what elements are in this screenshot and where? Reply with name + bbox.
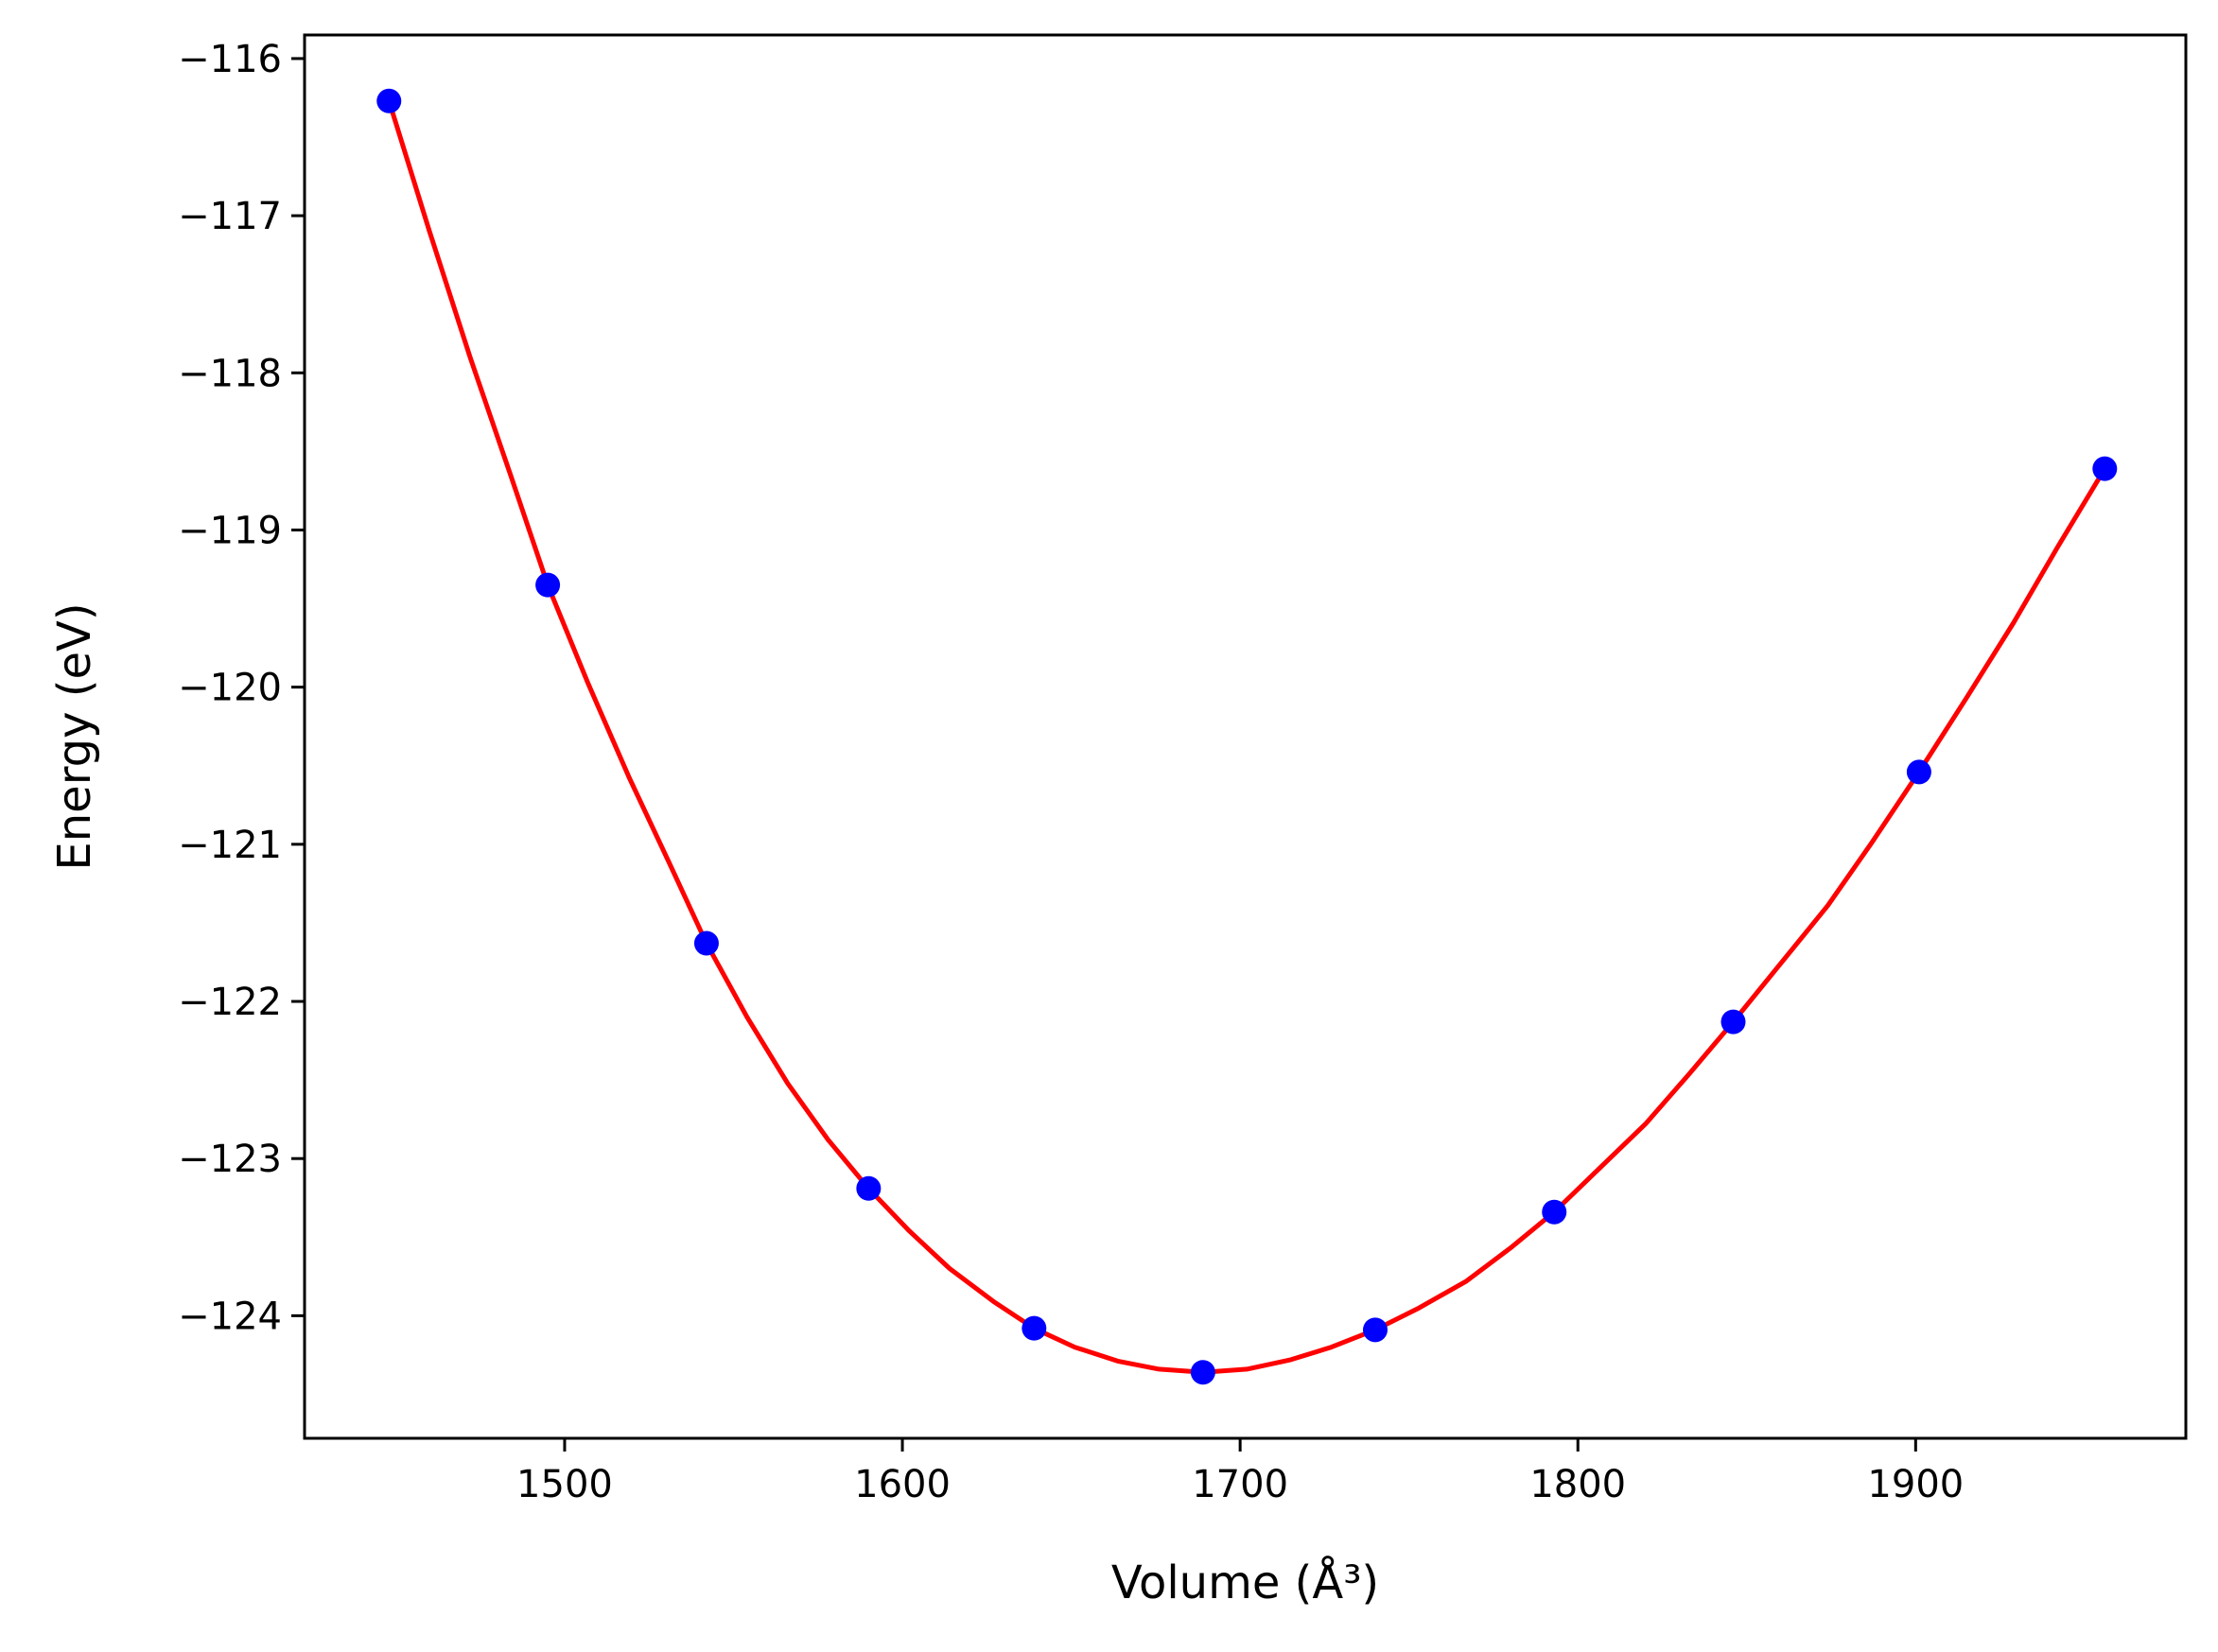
x-tick-label: 1900 [1867,1463,1964,1506]
data-point [1190,1360,1215,1385]
y-tick-label: −121 [178,824,282,867]
y-tick-label: −117 [178,195,282,238]
x-tick-label: 1800 [1529,1463,1626,1506]
y-axis-label: Energy (eV) [48,602,101,870]
data-point [693,930,719,956]
data-point [856,1175,882,1201]
y-axis-ticks: −116 −117 −118 −119 −120 −121 −122 −123 −124 [178,38,305,1338]
x-axis-label: Volume (Å³) [1111,1556,1379,1609]
data-point [1542,1199,1567,1225]
data-point [1022,1315,1047,1341]
y-tick-label: −122 [178,981,282,1024]
axes-frame [303,33,2188,1440]
y-tick-label: −120 [178,667,282,710]
data-point [2092,456,2118,481]
data-point [535,572,561,598]
x-tick-label: 1500 [516,1463,613,1506]
data-point [1362,1317,1388,1343]
x-axis-ticks: 1500 1600 1700 1800 1900 [516,1438,1964,1506]
plot-area [376,88,2118,1385]
y-tick-label: −123 [178,1138,282,1181]
data-point [1906,759,1931,785]
data-points [376,88,2118,1385]
y-tick-label: −124 [178,1295,282,1338]
y-tick-label: −116 [178,38,282,81]
data-point [376,88,402,113]
y-tick-label: −118 [178,352,282,395]
x-tick-label: 1700 [1192,1463,1288,1506]
x-tick-label: 1600 [854,1463,951,1506]
y-tick-label: −119 [178,509,282,552]
data-point [1720,1009,1746,1035]
